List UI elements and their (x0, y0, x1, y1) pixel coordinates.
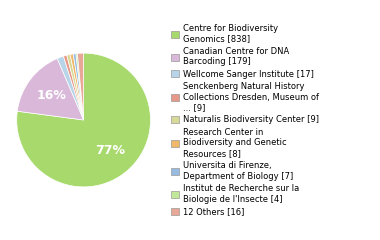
Wedge shape (78, 53, 84, 120)
Wedge shape (76, 54, 84, 120)
Wedge shape (57, 56, 84, 120)
Text: 77%: 77% (95, 144, 125, 157)
Wedge shape (67, 54, 84, 120)
Wedge shape (17, 59, 84, 120)
Wedge shape (70, 54, 84, 120)
Text: 16%: 16% (37, 89, 66, 102)
Wedge shape (17, 53, 150, 187)
Legend: Centre for Biodiversity
Genomics [838], Canadian Centre for DNA
Barcoding [179],: Centre for Biodiversity Genomics [838], … (171, 24, 319, 216)
Wedge shape (73, 54, 84, 120)
Wedge shape (63, 55, 84, 120)
